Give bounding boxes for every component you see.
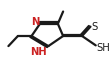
Text: SH: SH — [97, 43, 111, 52]
Text: S: S — [92, 22, 98, 32]
Text: NH: NH — [31, 47, 47, 57]
Text: N: N — [32, 17, 40, 27]
